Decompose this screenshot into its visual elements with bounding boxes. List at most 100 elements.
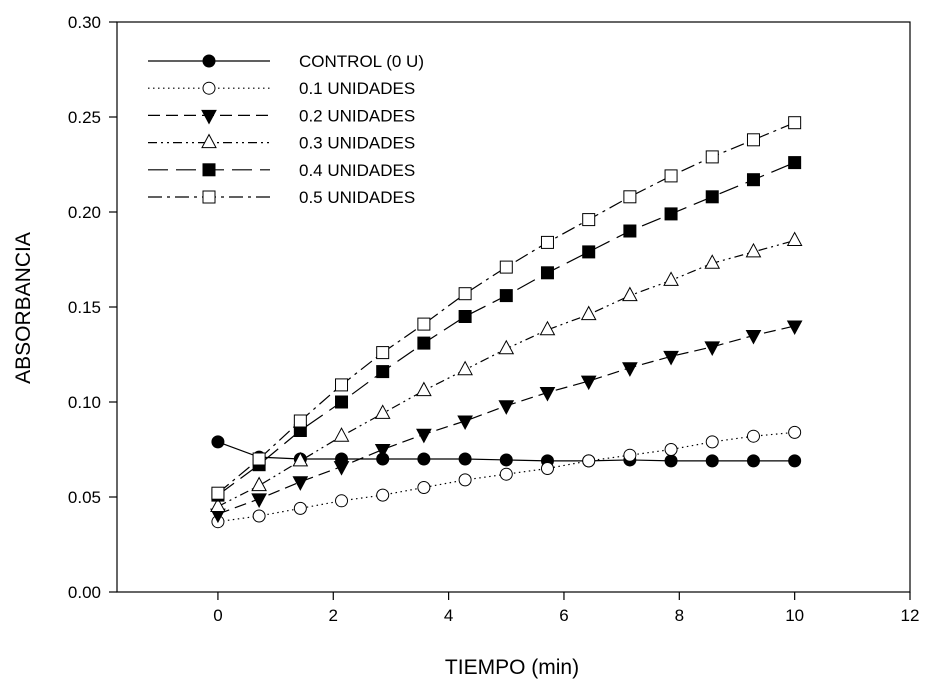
data-point [540, 266, 554, 280]
data-point [499, 453, 513, 467]
data-point [664, 207, 678, 221]
data-point [705, 190, 719, 204]
data-point [788, 454, 802, 468]
data-point [582, 454, 596, 468]
legend-entry: 0.3 UNIDADES [148, 133, 415, 153]
legend-label: 0.1 UNIDADES [299, 79, 415, 98]
data-point [201, 133, 217, 149]
data-point [539, 387, 556, 402]
legend-entry: 0.1 UNIDADES [148, 79, 415, 98]
data-point [746, 454, 760, 468]
legend-entry: 0.4 UNIDADES [148, 161, 415, 180]
data-point [622, 362, 638, 377]
data-point [539, 320, 556, 336]
data-point [582, 245, 596, 259]
data-point [745, 330, 762, 345]
data-point [622, 286, 638, 302]
data-point [374, 444, 391, 459]
data-point [580, 305, 597, 321]
data-point [458, 473, 472, 487]
data-point [664, 454, 678, 468]
data-point [746, 429, 760, 443]
series-0-2-unidades [210, 320, 803, 524]
data-point [746, 173, 760, 187]
data-point [498, 400, 515, 415]
data-point [580, 375, 597, 391]
x-tick-label: 12 [901, 606, 920, 625]
data-point [293, 414, 307, 428]
y-tick-label: 0.05 [68, 488, 101, 507]
y-tick-label: 0.25 [68, 108, 101, 127]
data-point [252, 509, 266, 523]
data-point [705, 435, 719, 449]
data-point [251, 493, 267, 508]
data-point [458, 452, 472, 466]
x-axis: 0 2 4 6 8 10 12 [213, 592, 919, 625]
x-tick-label: 2 [329, 606, 338, 625]
data-point [333, 461, 350, 476]
y-axis: 0.00 0.05 0.10 0.15 0.20 0.25 0.30 [68, 13, 117, 602]
x-tick-label: 10 [785, 606, 804, 625]
data-point [498, 339, 515, 355]
data-point [417, 336, 431, 350]
y-tick-label: 0.20 [68, 203, 101, 222]
series-0-4-unidades [211, 156, 802, 502]
data-point [458, 287, 472, 301]
series-line [217, 122, 795, 494]
data-point [457, 415, 473, 431]
data-point [788, 425, 802, 439]
data-point [335, 494, 349, 508]
data-point [201, 109, 217, 125]
data-point [335, 395, 349, 409]
legend-label: 0.4 UNIDADES [299, 161, 415, 180]
data-point [704, 254, 721, 269]
data-point [499, 260, 513, 274]
data-point [623, 448, 637, 462]
data-point [663, 350, 679, 366]
data-point [704, 341, 721, 356]
y-tick-label: 0.10 [68, 393, 101, 412]
data-point [664, 169, 678, 183]
series-control-0-u [211, 435, 802, 468]
y-tick-label: 0.15 [68, 298, 101, 317]
data-point [417, 452, 431, 466]
x-tick-label: 0 [213, 606, 222, 625]
legend-label: 0.5 UNIDADES [299, 188, 415, 207]
data-point [786, 231, 803, 246]
data-point [335, 378, 349, 392]
legend-entry: CONTROL (0 U) [148, 52, 424, 71]
y-axis-title: ABSORBANCIA [12, 232, 35, 384]
data-point [457, 360, 473, 376]
data-point [202, 54, 216, 68]
legend-label: CONTROL (0 U) [299, 52, 424, 71]
data-point [788, 116, 802, 130]
data-point [664, 443, 678, 456]
data-point [416, 428, 432, 444]
data-point [374, 404, 391, 419]
data-point [540, 235, 554, 249]
legend: CONTROL (0 U) 0.1 UNIDADES 0.2 UNIDADES 0.3… [148, 52, 424, 207]
series-0-5-unidades [211, 116, 802, 500]
data-point [458, 310, 472, 323]
legend-label: 0.2 UNIDADES [299, 106, 415, 125]
legend-label: 0.3 UNIDADES [299, 134, 415, 153]
series-layer [210, 116, 803, 529]
data-point [252, 452, 266, 466]
data-point [499, 467, 513, 481]
data-point [746, 133, 760, 147]
data-point [202, 163, 216, 177]
data-point [292, 476, 309, 491]
x-tick-label: 4 [444, 606, 453, 625]
legend-entry: 0.5 UNIDADES [148, 188, 415, 207]
data-point [417, 317, 431, 331]
plot-border [116, 21, 911, 593]
series-line [217, 239, 795, 508]
data-point [540, 462, 554, 475]
series-0-3-unidades [210, 231, 803, 512]
data-point [705, 454, 719, 468]
data-point [202, 190, 216, 204]
plot-area-frame [116, 21, 911, 593]
x-axis-title: TIEMPO (min) [445, 656, 579, 679]
data-point [786, 320, 803, 336]
